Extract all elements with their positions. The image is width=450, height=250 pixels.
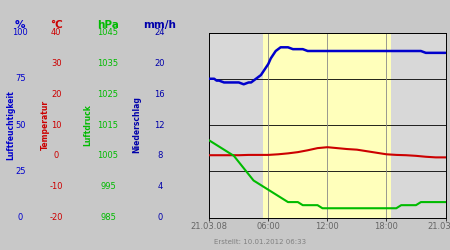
Text: 16: 16 (154, 90, 165, 99)
Text: 1005: 1005 (98, 151, 118, 160)
Text: 25: 25 (15, 167, 26, 176)
Text: 985: 985 (100, 213, 116, 222)
Text: 8: 8 (157, 151, 162, 160)
Text: 20: 20 (154, 59, 165, 68)
Text: 10: 10 (51, 120, 62, 130)
Text: 4: 4 (157, 182, 162, 191)
Text: Temperatur: Temperatur (40, 100, 50, 150)
Text: Erstellt: 10.01.2012 06:33: Erstellt: 10.01.2012 06:33 (214, 239, 306, 245)
Text: Luftfeuchtigkeit: Luftfeuchtigkeit (7, 90, 16, 160)
Text: 100: 100 (13, 28, 28, 37)
Text: °C: °C (50, 20, 63, 30)
Text: 75: 75 (15, 74, 26, 83)
Text: 0: 0 (157, 213, 162, 222)
Text: 50: 50 (15, 120, 26, 130)
Text: 1045: 1045 (98, 28, 118, 37)
Text: %: % (15, 20, 26, 30)
Text: 0: 0 (18, 213, 23, 222)
Text: 1025: 1025 (98, 90, 118, 99)
Text: 1035: 1035 (98, 59, 118, 68)
Bar (263, 32, 392, 218)
Text: 995: 995 (100, 182, 116, 191)
Text: mm/h: mm/h (143, 20, 176, 30)
Text: hPa: hPa (97, 20, 119, 30)
Text: Niederschlag: Niederschlag (133, 96, 142, 154)
Text: 1015: 1015 (98, 120, 118, 130)
Text: -10: -10 (50, 182, 63, 191)
Text: 20: 20 (51, 90, 62, 99)
Text: Luftdruck: Luftdruck (83, 104, 92, 146)
Text: 30: 30 (51, 59, 62, 68)
Text: -20: -20 (50, 213, 63, 222)
Text: 40: 40 (51, 28, 62, 37)
Text: 24: 24 (154, 28, 165, 37)
Text: 12: 12 (154, 120, 165, 130)
Text: 0: 0 (54, 151, 59, 160)
